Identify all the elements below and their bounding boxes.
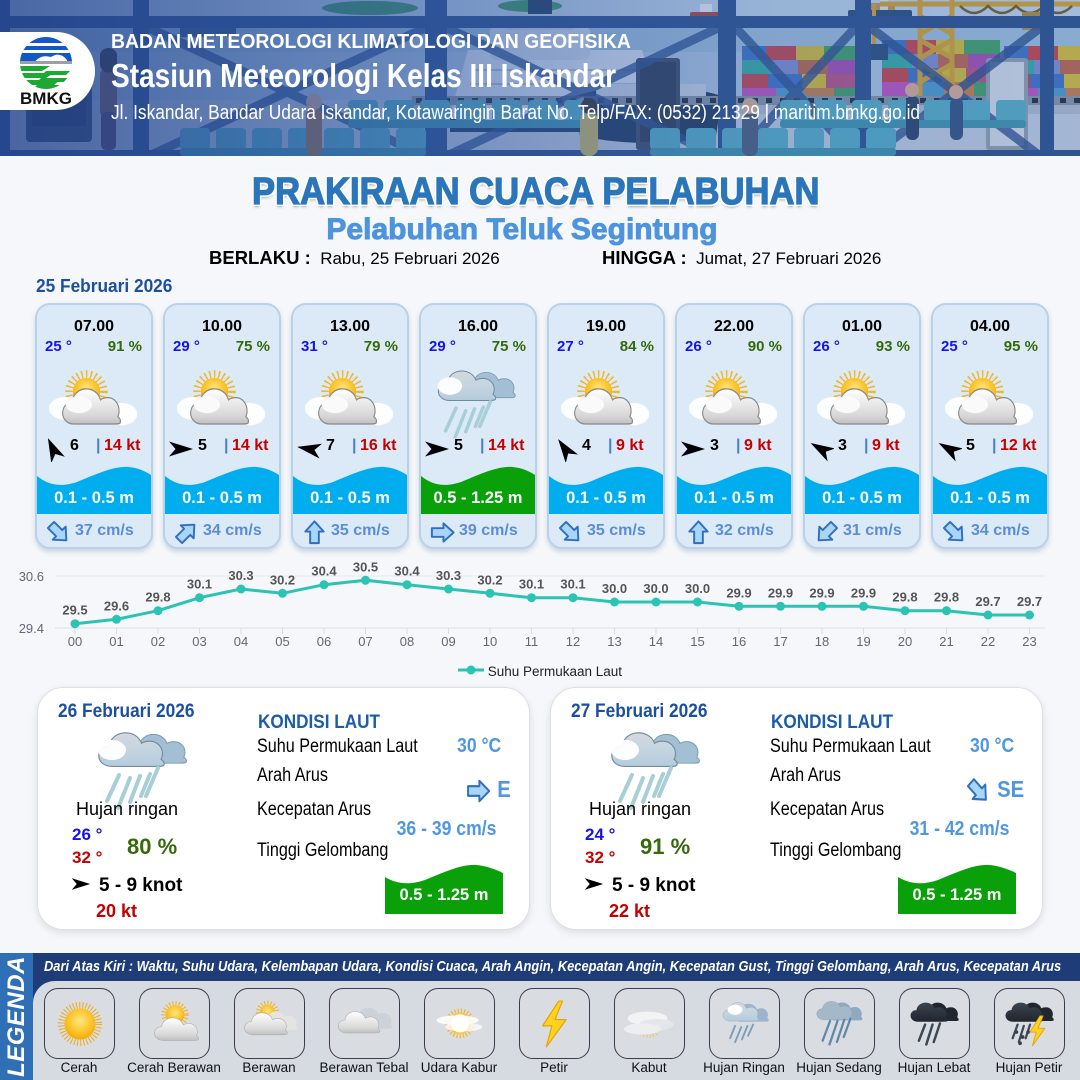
svg-text:17: 17	[773, 634, 787, 649]
svg-text:30.6: 30.6	[19, 569, 44, 584]
svg-text:29.5: 29.5	[62, 603, 87, 618]
svg-text:29.6: 29.6	[104, 598, 129, 613]
svg-text:29.4: 29.4	[19, 621, 44, 636]
svg-text:29.9: 29.9	[851, 585, 876, 600]
svg-text:00: 00	[68, 634, 82, 649]
svg-text:11: 11	[525, 634, 539, 649]
svg-text:29.9: 29.9	[809, 585, 834, 600]
svg-text:BMKG: BMKG	[20, 89, 72, 108]
svg-text:29.8: 29.8	[934, 590, 959, 605]
svg-text:08: 08	[400, 634, 414, 649]
svg-text:14: 14	[649, 634, 663, 649]
svg-text:03: 03	[192, 634, 206, 649]
svg-text:06: 06	[317, 634, 331, 649]
svg-text:30.4: 30.4	[394, 564, 420, 579]
svg-text:09: 09	[441, 634, 455, 649]
svg-text:29.9: 29.9	[726, 585, 751, 600]
svg-text:30.3: 30.3	[228, 568, 253, 583]
svg-text:13: 13	[607, 634, 621, 649]
svg-text:21: 21	[939, 634, 953, 649]
svg-text:20: 20	[898, 634, 912, 649]
svg-text:30.5: 30.5	[353, 559, 378, 574]
svg-text:29.9: 29.9	[768, 585, 793, 600]
svg-text:30.0: 30.0	[643, 581, 668, 596]
svg-text:30.2: 30.2	[270, 572, 295, 587]
svg-text:23: 23	[1022, 634, 1036, 649]
svg-text:19: 19	[856, 634, 870, 649]
svg-text:16: 16	[732, 634, 746, 649]
svg-text:22: 22	[981, 634, 995, 649]
svg-text:04: 04	[234, 634, 248, 649]
svg-text:02: 02	[151, 634, 165, 649]
svg-text:29.7: 29.7	[1017, 594, 1042, 609]
svg-text:10: 10	[483, 634, 497, 649]
svg-text:30.1: 30.1	[187, 577, 212, 592]
svg-text:30.1: 30.1	[560, 577, 585, 592]
svg-text:30.3: 30.3	[436, 568, 461, 583]
svg-text:30.0: 30.0	[685, 581, 710, 596]
svg-text:29.8: 29.8	[145, 590, 170, 605]
svg-text:12: 12	[566, 634, 580, 649]
svg-text:15: 15	[690, 634, 704, 649]
svg-text:05: 05	[275, 634, 289, 649]
svg-text:29.8: 29.8	[892, 590, 917, 605]
svg-text:18: 18	[815, 634, 829, 649]
svg-text:01: 01	[109, 634, 123, 649]
svg-text:07: 07	[358, 634, 372, 649]
svg-text:29.7: 29.7	[975, 594, 1000, 609]
svg-text:30.0: 30.0	[602, 581, 627, 596]
svg-text:30.1: 30.1	[519, 577, 544, 592]
svg-text:30.4: 30.4	[311, 564, 337, 579]
svg-text:30.2: 30.2	[477, 572, 502, 587]
